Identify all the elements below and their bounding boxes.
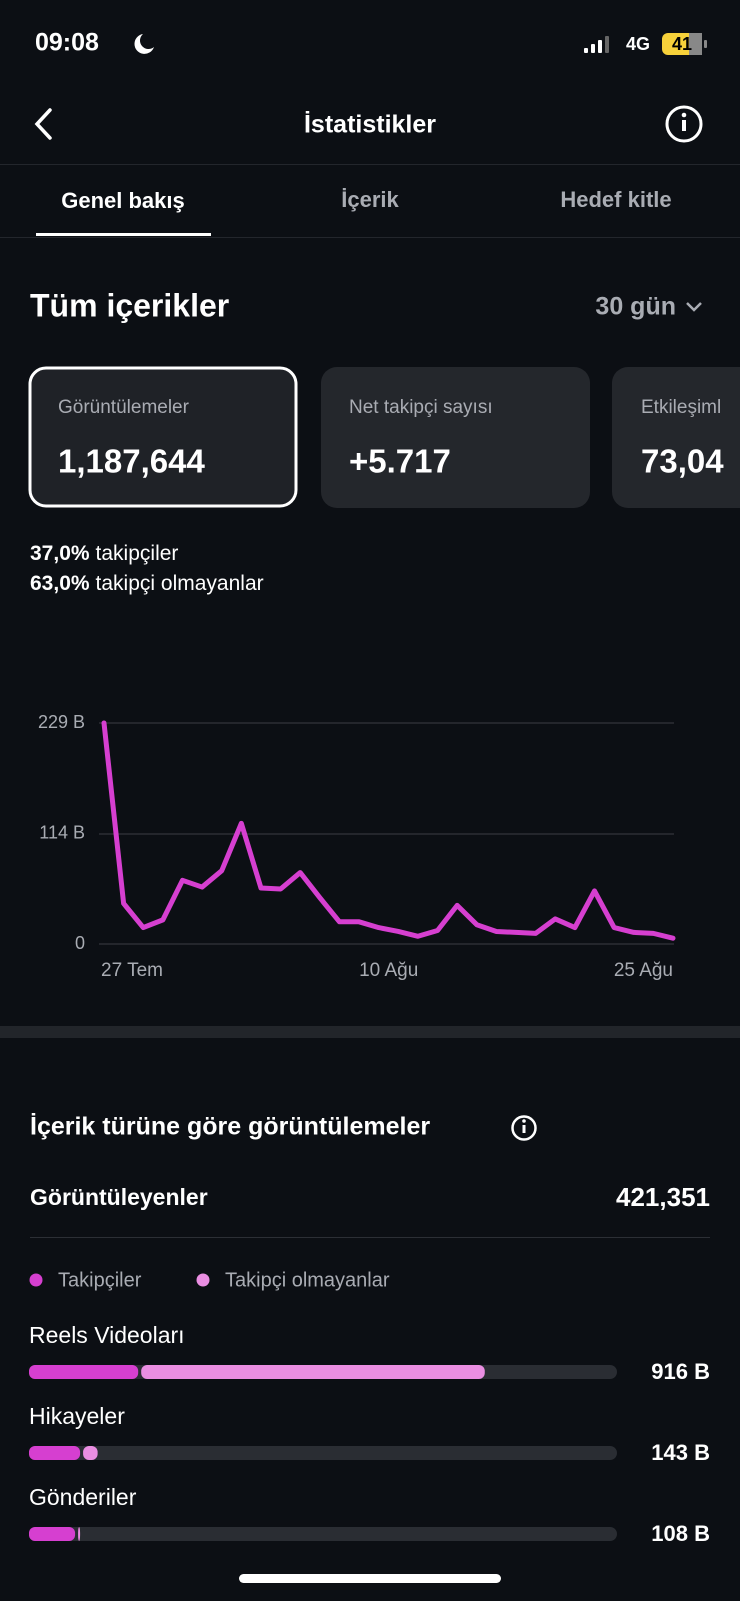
bar-total: 143 B [651, 1440, 710, 1465]
bar-segment [29, 1446, 81, 1460]
info-button[interactable] [665, 105, 703, 143]
time: 09:08 [35, 29, 99, 57]
divider [30, 1237, 710, 1238]
x-tick-label: 25 Ağu [614, 960, 673, 981]
split-percent: 37,0% [30, 542, 90, 565]
bar-track [29, 1446, 617, 1460]
bar-track [29, 1527, 617, 1541]
card-label: Etkileşiml [641, 397, 721, 418]
divider [0, 237, 740, 238]
info-icon[interactable] [511, 1115, 537, 1141]
x-tick-label: 27 Tem [101, 960, 163, 981]
legend-dot [29, 1273, 43, 1287]
back-button[interactable] [34, 108, 52, 140]
viewers-value: 421,351 [616, 1182, 710, 1212]
section-title: Tüm içerikler [30, 287, 229, 323]
y-tick-label: 229 B [38, 712, 85, 732]
battery-empty [689, 33, 702, 55]
split-label: takipçiler [96, 542, 179, 565]
tab[interactable]: Hedef kitle [560, 187, 671, 212]
category-label: Hikayeler [29, 1403, 125, 1429]
legend-dot [196, 1273, 210, 1287]
card-label: Net takipçi sayısı [349, 397, 493, 418]
metric-card[interactable] [321, 367, 590, 508]
tab[interactable]: Genel bakış [61, 188, 185, 213]
header-title: İstatistikler [304, 111, 436, 139]
bar-segment [29, 1365, 139, 1379]
legend-label: Takipçi olmayanlar [225, 1269, 390, 1291]
x-tick-label: 10 Ağu [359, 960, 418, 981]
home-indicator [239, 1574, 501, 1583]
category-label: Gönderiler [29, 1484, 137, 1510]
chevron-down [686, 302, 702, 312]
moon-icon [134, 34, 154, 54]
metric-card[interactable] [612, 367, 740, 508]
card-value: 1,187,644 [58, 443, 205, 480]
metric-card[interactable] [28, 366, 298, 508]
network: 4G [626, 34, 650, 54]
line [101, 720, 676, 941]
bar-total: 916 B [651, 1359, 710, 1384]
tab[interactable]: İçerik [341, 187, 399, 212]
battery-level: 41 [672, 34, 692, 54]
legend-label: Takipçiler [58, 1269, 142, 1291]
bar-segment [29, 1527, 76, 1541]
bar-segment [83, 1446, 98, 1460]
bar-segment [141, 1365, 485, 1379]
viewers-label: Görüntüleyenler [30, 1184, 208, 1210]
bar-total: 108 B [651, 1521, 710, 1546]
y-tick-label: 0 [75, 933, 85, 953]
section-separator [0, 1026, 740, 1038]
battery-tip [704, 40, 707, 48]
card-value: +5.717 [349, 443, 451, 480]
signal-icon [584, 36, 609, 53]
bar-segment [78, 1527, 81, 1541]
card-value: 73,04 [641, 443, 724, 480]
card-label: Görüntülemeler [58, 397, 190, 418]
period-selector[interactable]: 30 gün [595, 293, 676, 321]
y-tick-label: 114 B [39, 823, 85, 843]
split-percent: 63,0% [30, 572, 90, 595]
split-label: takipçi olmayanlar [96, 572, 264, 595]
category-label: Reels Videoları [29, 1322, 185, 1348]
split-line: 37,0% takipçiler [30, 542, 178, 565]
tab-underline [36, 233, 211, 236]
divider [0, 164, 740, 165]
chart-title: İçerik türüne göre görüntülemeler [30, 1113, 430, 1141]
split-line: 63,0% takipçi olmayanlar [30, 572, 264, 595]
